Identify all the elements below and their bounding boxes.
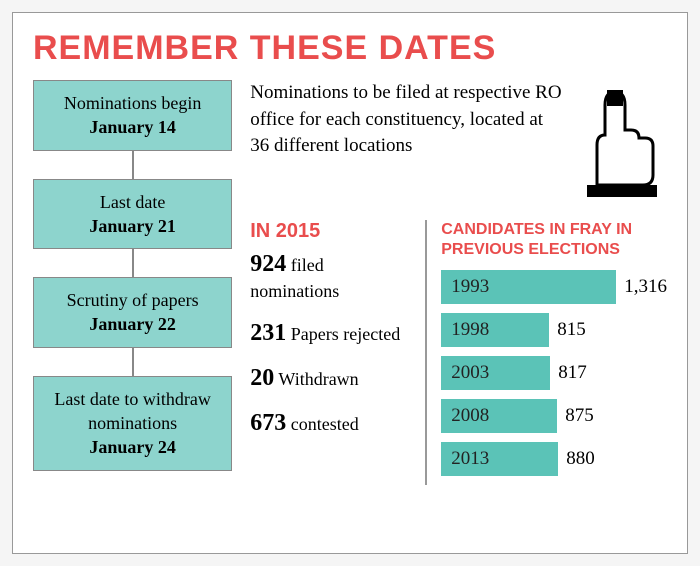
chart-header: CANDIDATES IN FRAY IN PREVIOUS ELECTIONS [441,220,667,260]
connector-line [132,249,134,277]
date-box: Scrutiny of papersJanuary 22 [33,277,232,348]
chart-bar: 2013 [441,442,558,476]
date-value: January 21 [42,214,223,238]
intro-row: Nominations to be filed at respective RO… [250,80,667,200]
stat-number: 20 [250,365,274,391]
stat-item: 673 contested [250,408,415,439]
date-label: Scrutiny of papers [42,288,223,312]
date-label: Nominations begin [42,91,223,115]
bar-value: 875 [565,405,594,427]
bar-row: 2003 817 [441,356,667,390]
date-value: January 24 [42,435,223,459]
bottom-row: IN 2015 924 filed nominations 231 Papers … [250,220,667,485]
stat-label: Withdrawn [274,369,358,389]
chart-bar: 2008 [441,399,557,433]
main-row: Nominations beginJanuary 14Last dateJanu… [33,80,667,485]
bar-row: 2008 875 [441,399,667,433]
infographic-container: REMEMBER THESE DATES Nominations beginJa… [12,12,688,554]
date-label: Last date to withdraw nominations [42,387,223,436]
dates-column: Nominations beginJanuary 14Last dateJanu… [33,80,232,485]
stats-column: IN 2015 924 filed nominations 231 Papers … [250,220,425,485]
bar-value: 815 [557,319,586,341]
bar-value: 880 [566,448,595,470]
bar-row: 1998 815 [441,313,667,347]
bar-row: 1993 1,316 [441,270,667,304]
date-label: Last date [42,190,223,214]
chart-column: CANDIDATES IN FRAY IN PREVIOUS ELECTIONS… [425,220,667,485]
stat-label: contested [286,414,358,434]
date-box: Nominations beginJanuary 14 [33,80,232,151]
chart-bars: 1993 1,316 1998 815 2003 8172008 875 2013 880 [441,270,667,476]
date-box: Last date to withdraw nominationsJanuary… [33,376,232,471]
chart-bar: 1998 [441,313,549,347]
stats-list: 924 filed nominations 231 Papers rejected… [250,249,415,439]
stat-label: Papers rejected [286,324,400,344]
stat-item: 231 Papers rejected [250,318,415,349]
stats-header: IN 2015 [250,220,415,243]
date-value: January 22 [42,312,223,336]
bar-value: 817 [558,362,587,384]
connector-line [132,151,134,179]
stat-number: 924 [250,251,286,277]
stat-item: 20 Withdrawn [250,363,415,394]
date-box: Last dateJanuary 21 [33,179,232,250]
stat-number: 231 [250,320,286,346]
voting-finger-icon [577,80,667,200]
main-title: REMEMBER THESE DATES [33,29,667,68]
stat-item: 924 filed nominations [250,249,415,304]
intro-text: Nominations to be filed at respective RO… [250,80,565,200]
chart-bar: 2003 [441,356,550,390]
bar-value: 1,316 [624,276,667,298]
date-value: January 14 [42,115,223,139]
right-column: Nominations to be filed at respective RO… [250,80,667,485]
stat-number: 673 [250,410,286,436]
connector-line [132,348,134,376]
bar-row: 2013 880 [441,442,667,476]
chart-bar: 1993 [441,270,616,304]
